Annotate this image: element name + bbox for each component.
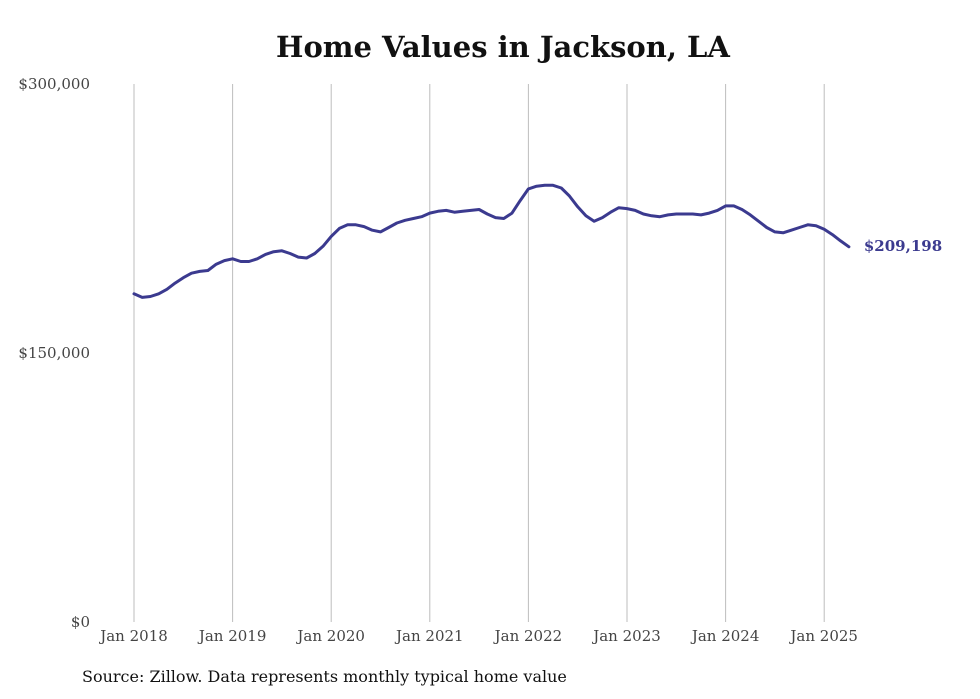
chart-title: Home Values in Jackson, LA: [276, 30, 730, 64]
x-tick-label: Jan 2023: [591, 627, 661, 645]
x-tick-label: Jan 2021: [394, 627, 464, 645]
x-tick-label: Jan 2025: [788, 627, 858, 645]
y-tick-label: $150,000: [18, 344, 90, 362]
x-tick-label: Jan 2019: [197, 627, 267, 645]
source-note: Source: Zillow. Data represents monthly …: [82, 667, 567, 686]
x-tick-label: Jan 2024: [690, 627, 760, 645]
x-tick-label: Jan 2022: [493, 627, 563, 645]
x-tick-label: Jan 2020: [295, 627, 365, 645]
x-tick-label: Jan 2018: [98, 627, 168, 645]
y-tick-label: $0: [71, 613, 90, 631]
end-value-label: $209,198: [864, 237, 942, 255]
y-tick-label: $300,000: [18, 75, 90, 93]
series-line: [132, 183, 851, 299]
